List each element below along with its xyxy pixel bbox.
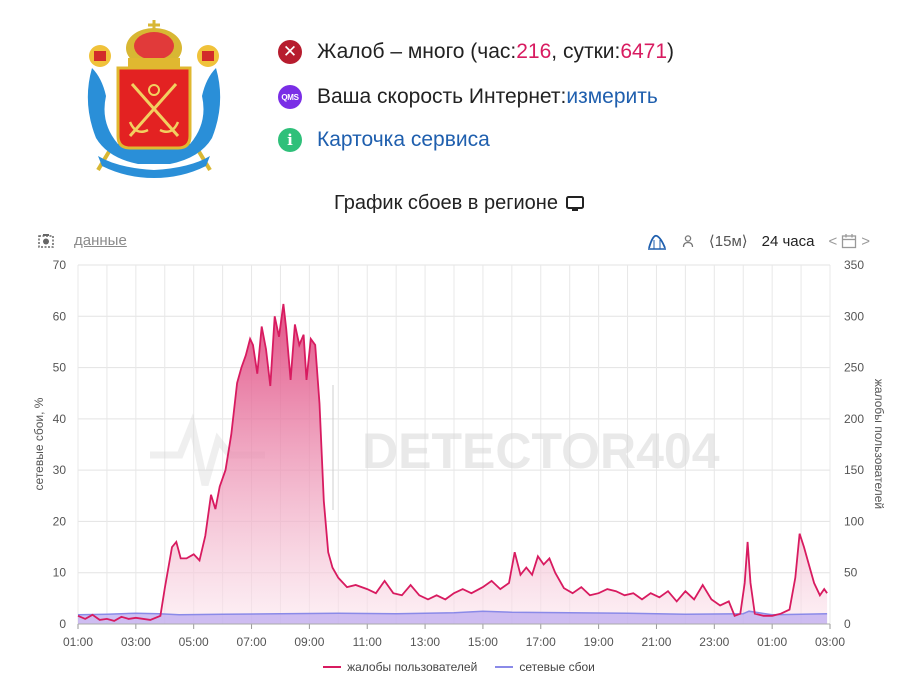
- complaints-day-value: 6471: [620, 40, 668, 63]
- prev-arrow[interactable]: <: [828, 232, 838, 250]
- chart-title: График сбоев в регионе: [334, 192, 558, 214]
- y-left-tick-label: 20: [53, 514, 67, 528]
- legend-item-outages[interactable]: сетевые сбои: [495, 660, 595, 674]
- monitor-icon: [565, 195, 584, 211]
- legend-swatch-outages: [495, 666, 514, 668]
- y-right-tick-label: 250: [844, 361, 864, 375]
- x-tick-label: 09:00: [294, 635, 324, 649]
- y-right-tick-label: 300: [844, 309, 864, 323]
- x-tick-label: 07:00: [237, 635, 267, 649]
- legend-swatch-complaints: [323, 666, 342, 668]
- y-left-tick-label: 70: [53, 258, 67, 272]
- legend-label-complaints: жалобы пользователей: [347, 660, 478, 674]
- legend-item-complaints[interactable]: жалобы пользователей: [323, 660, 477, 674]
- complaints-area: [78, 304, 828, 624]
- interval-selector[interactable]: ⟨15м⟩: [708, 233, 748, 250]
- service-card-link[interactable]: Карточка сервиса: [317, 128, 490, 151]
- x-tick-label: 13:00: [410, 635, 440, 649]
- y-left-tick-label: 40: [53, 412, 67, 426]
- y-right-tick-label: 200: [844, 412, 864, 426]
- card-row: i Карточка сервиса: [278, 128, 490, 152]
- next-arrow[interactable]: >: [861, 232, 870, 250]
- speed-row: QMS Ваша скорость Интернет: измерить: [278, 85, 658, 109]
- info-icon: i: [278, 128, 302, 152]
- speed-label: Ваша скорость Интернет:: [317, 85, 567, 108]
- saint-petersburg-coat-of-arms: [87, 20, 221, 178]
- speed-measure-link[interactable]: измерить: [566, 85, 658, 108]
- x-tick-label: 03:00: [815, 635, 845, 649]
- watermark-text: DETECTOR404: [362, 423, 720, 479]
- x-tick-label: 15:00: [468, 635, 498, 649]
- x-tick-label: 19:00: [584, 635, 614, 649]
- watermark: DETECTOR404: [150, 385, 720, 510]
- camera-icon[interactable]: [38, 233, 54, 248]
- calendar-icon[interactable]: [841, 233, 857, 249]
- complaints-prefix: Жалоб – много (час:: [317, 40, 517, 63]
- y-left-tick-label: 0: [59, 617, 66, 631]
- y-right-tick-label: 50: [844, 566, 858, 580]
- x-tick-label: 17:00: [526, 635, 556, 649]
- y-axis-left-label: сетевые сбои, %: [32, 397, 46, 490]
- data-link[interactable]: данные: [74, 232, 127, 249]
- area-chart-icon[interactable]: [647, 232, 667, 250]
- complaints-middle: , сутки:: [551, 40, 621, 63]
- y-right-tick-label: 350: [844, 258, 864, 272]
- chart-title-row: График сбоев в регионе: [0, 192, 918, 215]
- y-left-tick-label: 50: [53, 361, 67, 375]
- y-right-tick-label: 100: [844, 514, 864, 528]
- x-tick-label: 23:00: [699, 635, 729, 649]
- complaints-suffix: ): [667, 40, 675, 63]
- period-selector[interactable]: 24 часа: [761, 232, 815, 250]
- outage-chart: DETECTOR404 0 0 10 50 20 100 30 150 40 200 50 250 60…: [32, 258, 886, 649]
- x-tick-label: 11:00: [353, 635, 382, 649]
- error-x-icon: ✕: [278, 40, 302, 64]
- complaints-status: ✕ Жалоб – много (час: 216, сутки: 6471): [278, 40, 674, 64]
- legend-label-outages: сетевые сбои: [519, 660, 595, 674]
- x-tick-label: 01:00: [757, 635, 787, 649]
- complaints-series-line: [77, 303, 828, 622]
- y-left-tick-label: 60: [53, 309, 67, 323]
- x-tick-label: 01:00: [63, 635, 93, 649]
- y-right-tick-label: 0: [844, 617, 851, 631]
- qms-icon: QMS: [278, 85, 302, 109]
- user-icon[interactable]: [681, 234, 695, 248]
- complaints-hour-value: 216: [516, 40, 552, 63]
- x-tick-label: 21:00: [641, 635, 671, 649]
- y-right-tick-label: 150: [844, 463, 864, 477]
- chart-legend: жалобы пользователей сетевые сбои: [0, 660, 918, 674]
- x-tick-label: 05:00: [179, 635, 209, 649]
- chart-toolbar: данные ⟨15м⟩ 24 часа < >: [0, 232, 918, 254]
- y-left-tick-label: 10: [53, 566, 67, 580]
- outages-series-line: [77, 610, 828, 616]
- y-left-tick-label: 30: [53, 463, 67, 477]
- y-axis-right-label: жалобы пользователей: [872, 379, 886, 509]
- x-tick-label: 03:00: [121, 635, 151, 649]
